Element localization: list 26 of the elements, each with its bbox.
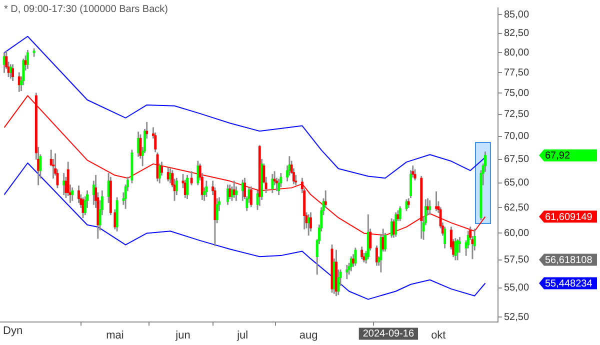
text: 67,92 [545,150,570,162]
y-tick-label: 65,00 [504,178,530,189]
x-tick-label: jun [174,329,190,342]
y-tick-label: 62,50 [504,202,530,214]
y-tick-label: 82,50 [504,28,530,40]
text: Dyn [3,324,23,337]
y-tick-label: 72,50 [504,109,530,120]
y-tick-label: 85,00 [504,9,530,20]
text: 61,609149 [545,212,593,223]
y-tick-label: 75,00 [504,88,530,99]
chart-title: * D, 09:00-17:30 (100000 Bars Back) [4,4,168,15]
text: 55,448234 [545,278,593,290]
x-tick-label: okt [431,329,446,342]
y-tick-label: 55,00 [504,282,530,294]
text: 2024-09-16 [362,328,414,340]
y-tick-label: 77,50 [504,67,530,78]
y-tick-label: 60,00 [504,228,530,239]
y-tick-label: 67,50 [504,154,530,166]
text: 56,618108 [545,255,593,266]
y-tick-label: 70,00 [504,131,530,142]
x-tick-label: aug [299,329,318,342]
y-tick-label: 52,50 [504,312,530,323]
x-tick-label: mai [106,329,124,342]
y-tick-label: 80,00 [504,47,530,58]
x-tick-label: jul [236,329,248,342]
y-tick-label: 57,50 [504,254,530,266]
